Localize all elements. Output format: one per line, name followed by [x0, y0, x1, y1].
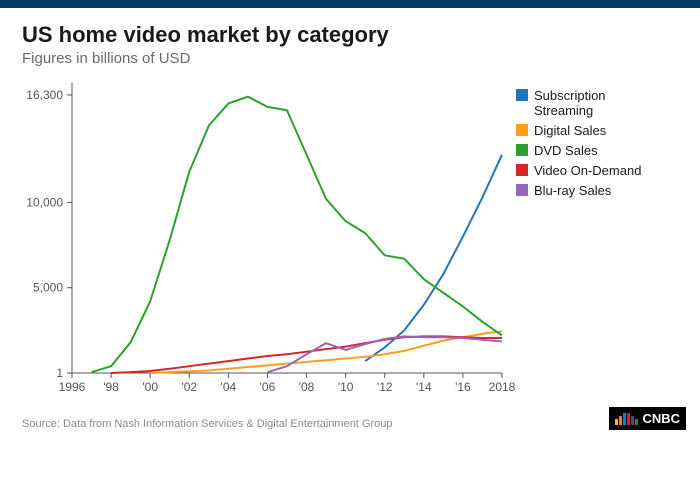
svg-text:'06: '06 — [260, 380, 276, 394]
legend-swatch — [516, 164, 528, 176]
legend-swatch — [516, 144, 528, 156]
legend-swatch — [516, 124, 528, 136]
svg-text:'02: '02 — [181, 380, 197, 394]
chart-title: US home video market by category — [22, 22, 678, 48]
chart-subtitle: Figures in billions of USD — [22, 50, 678, 67]
svg-text:'08: '08 — [299, 380, 315, 394]
footer: Source: Data from Nash Information Servi… — [0, 403, 700, 438]
legend-label: Subscription — [534, 88, 606, 103]
series-dvd-sales — [92, 97, 502, 373]
cnbc-peacock-icon — [615, 413, 638, 425]
svg-text:1996: 1996 — [59, 380, 86, 394]
svg-text:'04: '04 — [221, 380, 237, 394]
svg-text:'10: '10 — [338, 380, 354, 394]
svg-text:'14: '14 — [416, 380, 432, 394]
svg-text:16,300: 16,300 — [26, 88, 63, 102]
line-chart-svg: 1 5,000 10,000 16,300 1996 '98 '00 '02 '04 '06 '08… — [22, 73, 662, 403]
svg-text:1: 1 — [56, 366, 63, 380]
cnbc-logo: CNBC — [609, 407, 686, 430]
legend-swatch — [516, 184, 528, 196]
svg-text:'00: '00 — [142, 380, 158, 394]
source-text: Source: Data from Nash Information Servi… — [22, 418, 393, 430]
legend-label: DVD Sales — [534, 143, 598, 158]
legend-swatch — [516, 89, 528, 101]
chart-plot-area: 1 5,000 10,000 16,300 1996 '98 '00 '02 '04 '06 '08… — [22, 73, 678, 403]
legend-label: Video On-Demand — [534, 163, 641, 178]
svg-text:'98: '98 — [103, 380, 119, 394]
series-subscription-streaming — [365, 155, 502, 361]
legend-label: Streaming — [534, 103, 593, 118]
header-accent-bar — [0, 0, 700, 8]
svg-text:2018: 2018 — [489, 380, 516, 394]
cnbc-logo-text: CNBC — [642, 411, 680, 426]
svg-text:5,000: 5,000 — [33, 281, 63, 295]
chart-container: US home video market by category Figures… — [0, 8, 700, 403]
legend-label: Blu-ray Sales — [534, 183, 612, 198]
svg-text:'12: '12 — [377, 380, 393, 394]
legend-label: Digital Sales — [534, 123, 607, 138]
svg-text:10,000: 10,000 — [26, 195, 63, 209]
svg-text:'16: '16 — [455, 380, 471, 394]
